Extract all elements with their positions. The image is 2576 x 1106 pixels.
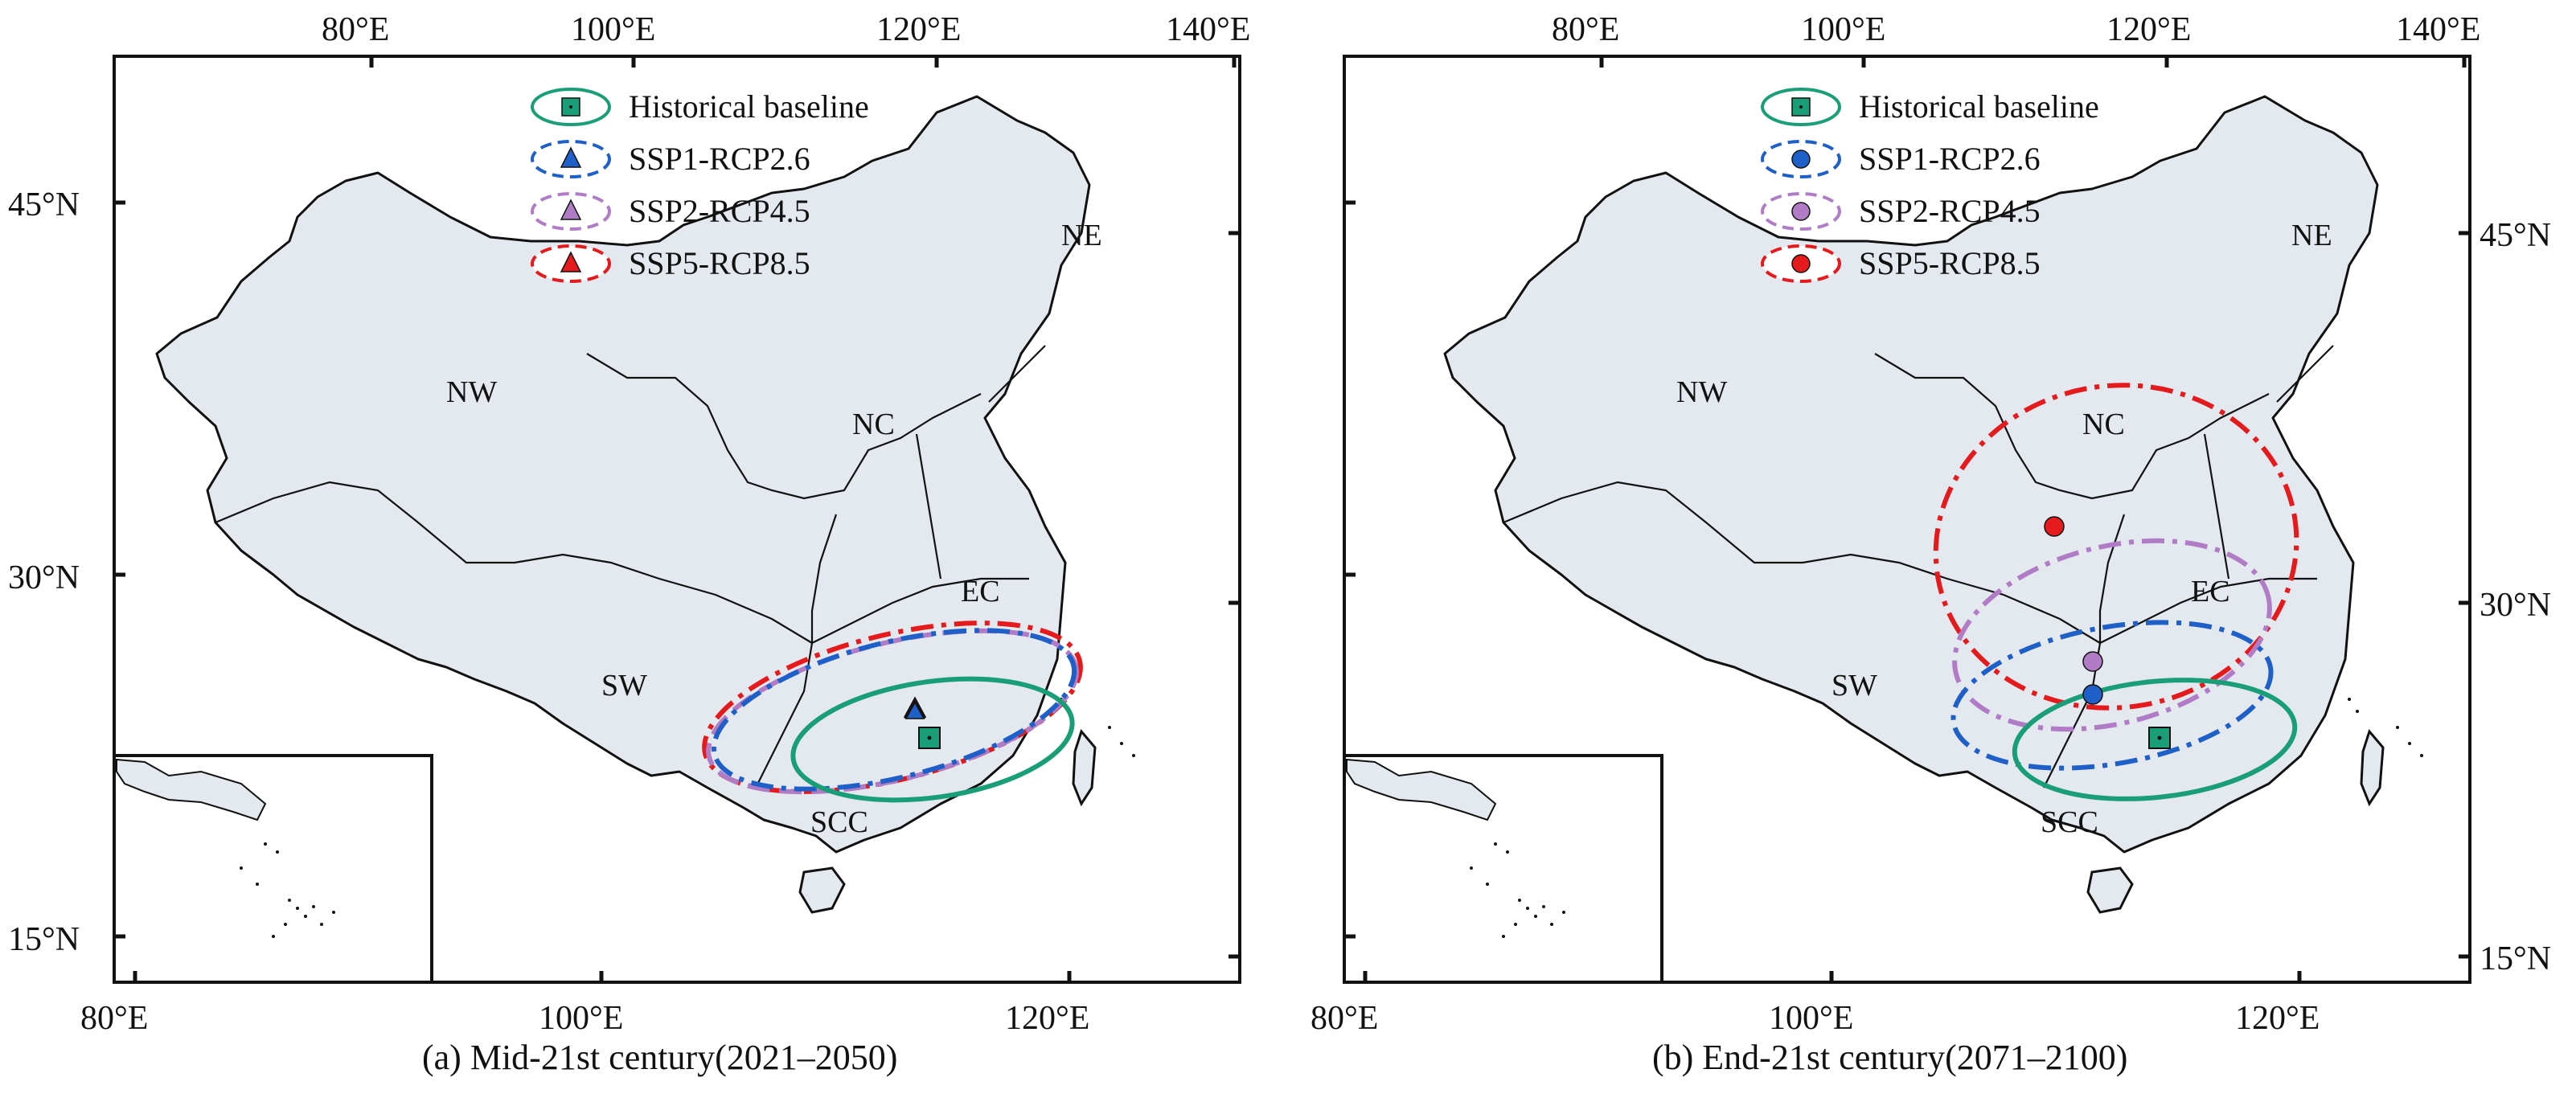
marker-ssp1 xyxy=(2082,684,2103,705)
ellipse-ssp1 xyxy=(1950,620,2274,771)
top-lon-label: 100°E xyxy=(1801,11,1885,48)
top-lon-label: 100°E xyxy=(571,11,655,48)
lat-label: 45°N xyxy=(8,186,80,223)
top-lon-label: 80°E xyxy=(1552,11,1619,48)
lat-label: 30°N xyxy=(2480,587,2551,624)
legend-item-ssp1: SSP1-RCP2.6 xyxy=(1761,140,2041,178)
legend-label: Historical baseline xyxy=(629,88,869,125)
legend-label: Historical baseline xyxy=(1859,88,2099,125)
legend-label: SSP2-RCP4.5 xyxy=(629,193,810,229)
legend-item-historical: Historical baseline xyxy=(1761,88,2099,126)
region-label-ne: NE xyxy=(1061,219,1102,252)
inset-south-china-sea xyxy=(113,754,433,984)
top-lon-label: 120°E xyxy=(876,11,961,48)
china-mainland-shape xyxy=(1443,95,2379,854)
tick-marks xyxy=(1344,56,2470,982)
region-label-sw: SW xyxy=(1832,669,1877,703)
ellipse-historical xyxy=(2012,678,2298,801)
right-latitude-labels: 45°N 30°N 15°N xyxy=(2480,217,2551,977)
top-longitude-labels: 80°E 100°E 120°E 140°E xyxy=(1552,11,2480,48)
region-label-nc: NC xyxy=(852,408,895,441)
marker-ssp1 xyxy=(904,701,925,719)
region-label-scc: SCC xyxy=(2041,805,2098,839)
region-label-ec: EC xyxy=(961,575,1000,608)
marker-ssp5 xyxy=(2044,516,2065,537)
legend-label: SSP1-RCP2.6 xyxy=(1859,141,2041,177)
left-latitude-labels: 45°N 30°N 15°N xyxy=(8,186,80,958)
bottom-lon-label: 100°E xyxy=(539,1000,623,1037)
map-panel-b: 80°E 100°E 120°E 140°E 80°E 100°E 120°E … xyxy=(1311,11,2551,1037)
legend-label: SSP5-RCP8.5 xyxy=(1859,245,2041,281)
region-label-ec: EC xyxy=(2191,575,2230,608)
lat-label: 15°N xyxy=(2480,940,2551,977)
lat-label: 15°N xyxy=(8,921,80,958)
bottom-lon-label: 80°E xyxy=(80,1000,148,1037)
scenario-ellipses xyxy=(1933,383,2299,801)
marker-ssp2 xyxy=(2082,651,2103,672)
map-frame xyxy=(113,55,1241,984)
region-label-nc: NC xyxy=(2082,408,2125,441)
legend: Historical baseline SSP1-RCP2.6 SSP2-RCP… xyxy=(1761,88,2099,283)
bottom-lon-label: 120°E xyxy=(2235,1000,2320,1037)
region-boundaries xyxy=(1503,345,2334,789)
inset-south-china-sea xyxy=(1343,754,1663,984)
centroid-markers xyxy=(2044,516,2171,749)
legend: Historical baseline SSP1-RCP2.6 SSP2-RCP… xyxy=(531,88,869,283)
top-lon-label: 140°E xyxy=(2396,11,2480,48)
region-label-sw: SW xyxy=(601,669,647,703)
map-panel-a: 80°E 100°E 120°E 140°E 80°E 100°E 120°E … xyxy=(8,11,1250,1037)
region-label-nw: NW xyxy=(1676,375,1727,409)
hainan-island xyxy=(2086,866,2134,914)
legend-item-historical: Historical baseline xyxy=(531,88,869,126)
top-lon-label: 80°E xyxy=(322,11,389,48)
legend-label: SSP1-RCP2.6 xyxy=(629,141,810,177)
bottom-longitude-labels: 80°E 100°E 120°E xyxy=(1311,1000,2320,1037)
legend-item-ssp2: SSP2-RCP4.5 xyxy=(1761,192,2041,231)
top-longitude-labels: 80°E 100°E 120°E 140°E xyxy=(322,11,1250,48)
taiwan-island xyxy=(1072,728,1097,807)
region-label-scc: SCC xyxy=(810,805,868,839)
bottom-lon-label: 80°E xyxy=(1311,1000,1378,1037)
region-label-nw: NW xyxy=(446,375,497,409)
region-label-ne: NE xyxy=(2291,219,2332,252)
ellipse-historical xyxy=(790,676,1075,803)
scenario-ellipses xyxy=(702,621,1083,803)
legend-item-ssp5: SSP5-RCP8.5 xyxy=(1761,244,2041,283)
china-mainland-shape xyxy=(155,95,1091,854)
legend-item-ssp1: SSP1-RCP2.6 xyxy=(531,140,810,178)
bottom-lon-label: 100°E xyxy=(1769,1000,1853,1037)
ellipse-ssp2 xyxy=(1952,538,2272,732)
region-labels: NW NC NE SW EC SCC xyxy=(446,219,1102,839)
lat-label: 45°N xyxy=(2480,217,2551,254)
hainan-island xyxy=(798,866,846,914)
bottom-longitude-labels: 80°E 100°E 120°E xyxy=(80,1000,1089,1037)
ellipse-ssp5 xyxy=(1933,383,2299,711)
lat-label: 30°N xyxy=(8,559,80,596)
region-labels: NW NC NE SW EC SCC xyxy=(1676,219,2332,839)
legend-item-ssp2: SSP2-RCP4.5 xyxy=(531,192,810,231)
map-frame xyxy=(1343,55,2471,984)
caption-panel-b: (b) End-21st century(2071–2100) xyxy=(1652,1038,2128,1077)
legend-label: SSP5-RCP8.5 xyxy=(629,245,810,281)
legend-label: SSP2-RCP4.5 xyxy=(1859,193,2041,229)
centroid-markers xyxy=(903,696,941,749)
top-lon-label: 140°E xyxy=(1166,11,1250,48)
bottom-lon-label: 120°E xyxy=(1005,1000,1089,1037)
caption-panel-a: (a) Mid-21st century(2021–2050) xyxy=(422,1038,898,1077)
taiwan-island xyxy=(2360,728,2385,807)
tick-marks xyxy=(114,56,1240,982)
island-dots xyxy=(2348,698,2423,757)
top-lon-label: 120°E xyxy=(2106,11,2191,48)
region-boundaries xyxy=(215,345,1046,789)
ellipse-ssp1 xyxy=(711,628,1077,792)
legend-item-ssp5: SSP5-RCP8.5 xyxy=(531,244,810,283)
